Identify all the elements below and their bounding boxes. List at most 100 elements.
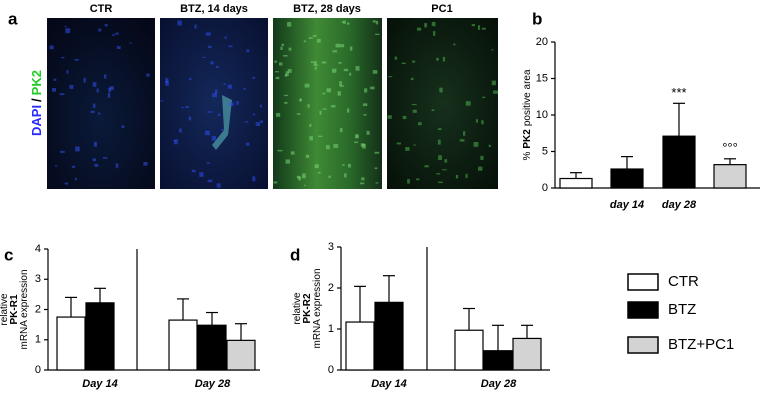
vessel [212,95,232,150]
speckle [339,85,345,87]
speckle [360,182,365,185]
speckle [465,101,471,106]
image-title: CTR [90,3,113,15]
speckle [273,181,278,184]
speckle [255,122,261,127]
speckle [322,108,327,110]
bar [345,321,375,371]
speckle [441,169,447,171]
speckle [224,36,227,39]
x-tick-label: day 14 [610,199,644,211]
speckle [252,113,256,116]
speckle [98,112,101,115]
speckle [374,167,378,170]
speckle [433,31,436,36]
speckle [188,116,192,121]
speckle [331,105,336,108]
speckle [115,32,119,35]
speckle [216,183,221,188]
micrograph [47,18,155,189]
speckle [310,61,314,64]
speckle [275,76,280,80]
speckle [463,131,466,136]
speckle [64,182,69,185]
speckle [459,139,465,142]
speckle [69,84,74,89]
speckle [165,80,169,86]
speckle [356,134,359,139]
error-bar [521,324,533,339]
speckle [418,122,422,126]
speckle [339,44,345,48]
error-bar [570,172,582,179]
speckle [83,77,86,83]
speckle [252,176,256,182]
speckle [344,173,347,178]
bar [197,324,227,371]
speckle [71,165,76,168]
speckle [442,56,446,62]
speckle [259,104,262,108]
speckle [411,104,417,106]
speckle [439,87,443,93]
y-tick-label: 3 [35,273,41,285]
legend-label: CTR [668,273,699,290]
speckle [220,129,225,131]
speckle [290,151,295,155]
image-ylabel: DAPI / PK2 [29,70,44,136]
speckle [317,38,321,43]
speckle [228,102,234,107]
error-bar [621,156,633,170]
speckle [206,162,211,164]
y-label-part: PK2 [522,129,533,149]
y-label-part: mRNA expression [19,269,30,349]
speckle [473,142,479,147]
annotation: *** [671,85,686,100]
speckle [180,107,184,109]
speckle [491,80,496,86]
bar [374,301,404,371]
speckle [227,84,233,89]
bar [56,316,86,371]
speckle [328,175,331,179]
speckle [207,179,213,183]
micrograph [160,18,268,189]
panel-label: a [8,9,18,28]
speckle [343,20,346,24]
speckle [364,88,368,93]
error-bar [235,323,247,341]
speckle [194,24,197,29]
speckle [332,50,338,53]
speckle [493,90,498,94]
speckle [438,155,442,161]
speckle [326,88,331,93]
speckle [296,175,300,179]
speckle [65,28,71,34]
x-tick-label: Day 14 [82,378,117,390]
legend-swatch [627,336,659,354]
speckle [335,43,340,48]
speckle [372,70,378,74]
speckle [307,104,310,108]
speckle [208,45,212,49]
legend-label: BTZ [668,301,696,318]
speckle [431,109,435,111]
speckle [326,145,330,150]
speckle [278,62,283,66]
speckle [481,120,484,125]
speckle [370,86,375,90]
speckle [346,108,350,113]
speckle [338,61,342,64]
speckle [477,166,483,171]
speckle [75,146,80,152]
speckle [210,61,214,65]
speckle [401,62,406,65]
speckle [277,149,283,152]
speckle [402,115,407,120]
pk2: PK2 [29,70,44,95]
speckle [387,115,392,119]
x-tick-label: day 28 [662,199,697,211]
speckle [236,101,239,105]
speckle [349,46,353,51]
